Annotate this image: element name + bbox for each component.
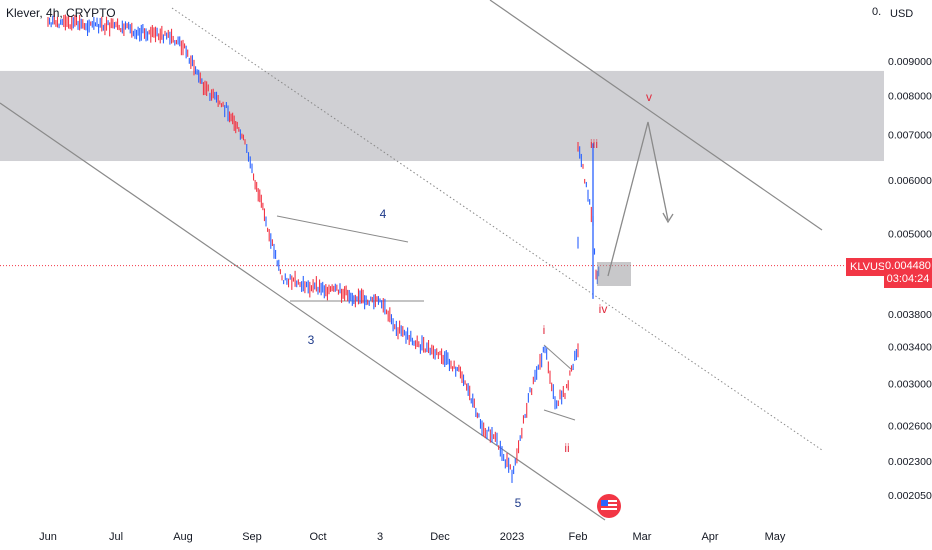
price-box: 0.004480 03:04:24 <box>884 258 932 288</box>
x-tick-label: Dec <box>430 531 450 543</box>
y-tick-label: 0.002600 <box>888 420 932 432</box>
wave-label: 3 <box>308 333 315 347</box>
support-box <box>597 262 631 286</box>
price-value: 0.004480 <box>885 260 931 272</box>
y-tick-label: 0.006000 <box>888 175 932 187</box>
y-tick-label: 0.003400 <box>888 342 932 354</box>
x-tick-label: Aug <box>173 531 193 543</box>
wave-label: ii <box>564 441 569 455</box>
y-tick-label: 0.009000 <box>888 56 932 68</box>
x-tick-label: Apr <box>701 531 718 543</box>
y-tick-label: 0.007000 <box>888 130 932 142</box>
wedge-top-line <box>543 344 573 371</box>
countdown-value: 03:04:24 <box>886 273 930 285</box>
wave-label: iv <box>599 302 608 316</box>
top-value: 0. <box>872 6 882 18</box>
x-tick-label: May <box>765 531 786 543</box>
y-tick-label: 0.002050 <box>888 490 932 502</box>
resistance-zone <box>0 70 884 162</box>
y-tick-label: 0.005000 <box>888 228 932 240</box>
x-tick-label: Jun <box>39 531 57 543</box>
y-tick-label: 0.003000 <box>888 378 932 390</box>
flag-icon[interactable] <box>597 494 621 518</box>
wave-label: 5 <box>515 496 522 510</box>
x-tick-label: Sep <box>242 531 262 543</box>
wave-label: iii <box>590 137 598 151</box>
x-tick-label: 2023 <box>500 531 524 543</box>
dotted-trendline <box>171 7 823 451</box>
chart-title: Klever, 4h, CRYPTO <box>6 6 116 20</box>
projection-path <box>607 121 669 277</box>
wave-label: 4 <box>380 207 387 221</box>
wave-label: v <box>646 90 652 104</box>
x-tick-label: 3 <box>377 531 383 543</box>
channel-lower-line <box>0 102 606 521</box>
x-tick-label: Oct <box>309 531 326 543</box>
y-tick-label: 0.003800 <box>888 309 932 321</box>
channel-upper-line <box>489 0 823 231</box>
triangle-top-line <box>276 215 409 243</box>
y-tick-label: 0.002300 <box>888 456 932 468</box>
x-tick-label: Jul <box>109 531 123 543</box>
currency-label: USD <box>890 8 914 20</box>
x-tick-label: Feb <box>569 531 588 543</box>
wave-label: i <box>543 323 546 337</box>
wedge-bottom-line <box>543 409 576 421</box>
projection-arrowhead <box>662 212 674 224</box>
y-tick-label: 0.008000 <box>888 91 932 103</box>
x-tick-label: Mar <box>633 531 652 543</box>
